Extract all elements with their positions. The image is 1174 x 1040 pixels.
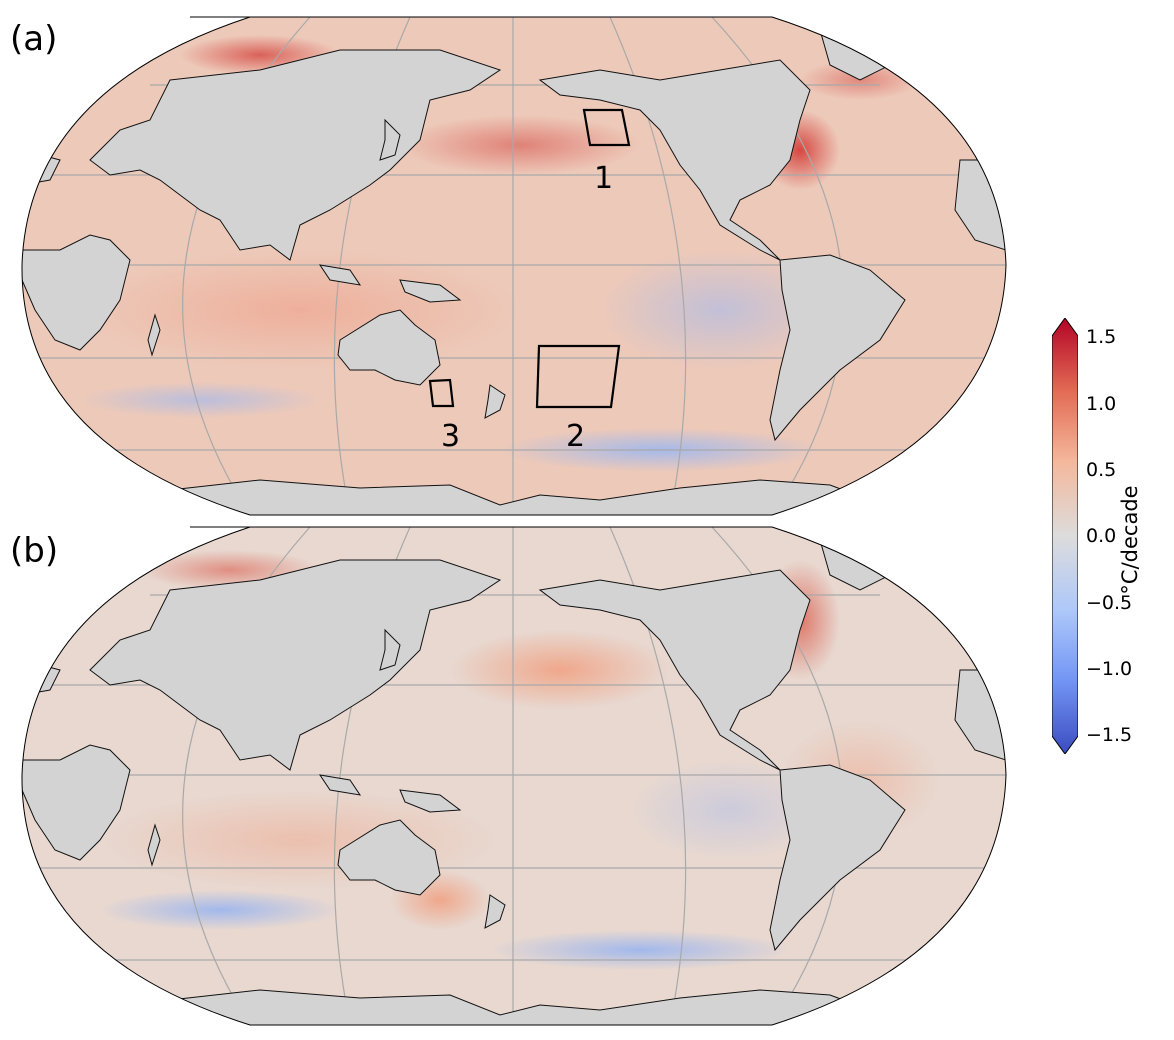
region-label-1: 1: [594, 161, 613, 196]
colorbar-tick: −0.5: [1086, 592, 1133, 614]
colorbar-gradient: [1052, 318, 1078, 754]
colorbar-tick: −1.0: [1086, 658, 1133, 680]
map-panel-a: 1 2 3: [21, 16, 1007, 516]
colorbar-tick: 0.5: [1086, 459, 1117, 481]
region-box-1: [582, 108, 631, 147]
region-boxes: [428, 108, 631, 409]
region-label-2: 2: [566, 419, 585, 454]
cool-anomaly-east-pacific: [600, 250, 840, 370]
warm-anomaly-north-pacific: [450, 630, 670, 710]
colorbar-tick: −1.5: [1086, 724, 1133, 746]
map-panel-b: [21, 526, 1007, 1026]
region-label-3: 3: [441, 419, 460, 454]
panel-a-label: (a): [10, 19, 58, 59]
cool-anomaly-southern-ocean: [490, 930, 790, 970]
colorbar-tick: 1.0: [1086, 393, 1117, 415]
region-box-3: [428, 378, 455, 408]
warm-anomaly-kuroshio: [400, 115, 640, 175]
colorbar-tick: 1.5: [1086, 326, 1117, 348]
colorbar-tick: 0.0: [1086, 525, 1117, 547]
panel-b-label: (b): [10, 531, 59, 571]
colorbar-title: °C/decade: [1118, 485, 1142, 595]
region-box-2: [535, 344, 621, 409]
colorbar: [1052, 318, 1078, 754]
